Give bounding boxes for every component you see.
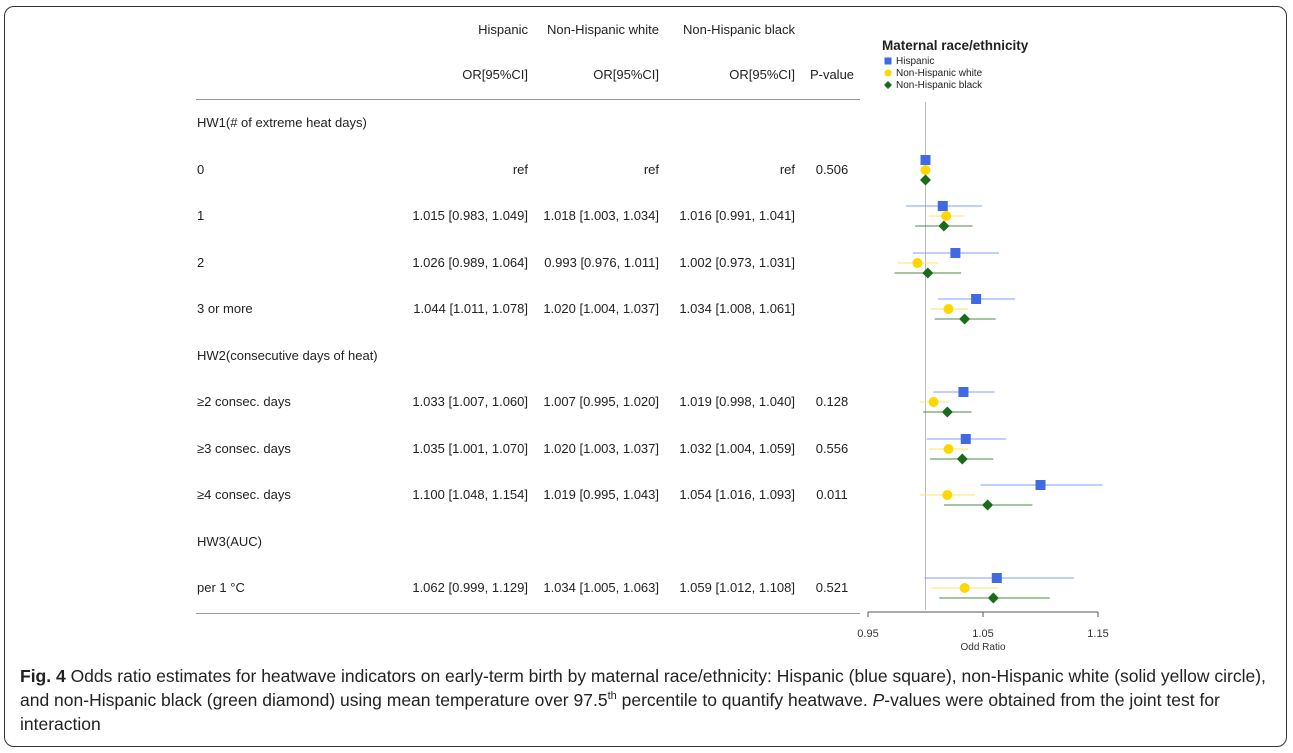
legend-item-0: Hispanic	[884, 56, 934, 68]
caption-text-2: percentile to quantify heatwave.	[616, 690, 873, 710]
row-8-pvalue: 0.011	[816, 487, 848, 502]
row-7-cell-1: 1.020 [1.003, 1.037]	[543, 441, 659, 456]
point-2-6	[982, 499, 994, 511]
row-label-9: HW3(AUC)	[197, 534, 262, 549]
row-label-4: 3 or more	[197, 301, 253, 316]
point-1-2	[912, 258, 923, 268]
point-0-5	[960, 434, 971, 444]
col-header-1: OR[95%CI]	[593, 67, 659, 82]
row-6-cell-2: 1.019 [0.998, 1.040]	[679, 394, 795, 409]
row-6-cell-0: 1.033 [1.007, 1.060]	[412, 394, 528, 409]
group-header-2: Non-Hispanic black	[683, 22, 795, 37]
header-rule	[196, 99, 860, 100]
row-label-3: 2	[197, 255, 205, 270]
row-1-pvalue: 0.506	[815, 162, 849, 177]
row-label-0: HW1(# of extreme heat days)	[197, 115, 367, 130]
row-1-cell-1: ref	[643, 162, 659, 177]
row-label-10: per 1 °C	[197, 580, 245, 595]
row-8-cell-1: 1.019 [0.995, 1.043]	[543, 487, 659, 502]
figure-caption: Fig. 4 Odds ratio estimates for heatwave…	[20, 664, 1270, 736]
x-tick-label-0: 0.95	[857, 628, 878, 640]
legend-item-2: Non-Hispanic black	[884, 80, 982, 92]
caption-fig-label: Fig. 4	[20, 666, 66, 686]
point-2-4	[941, 406, 953, 418]
row-8-cell-2: 1.054 [1.016, 1.093]	[679, 487, 795, 502]
group-header-1: Non-Hispanic white	[547, 22, 659, 37]
col-header-pvalue: P-value	[809, 67, 855, 82]
col-header-0: OR[95%CI]	[462, 67, 528, 82]
point-1-3	[943, 304, 954, 314]
row-4-cell-2: 1.034 [1.008, 1.061]	[679, 301, 795, 316]
row-8-cell-0: 1.100 [1.048, 1.154]	[412, 487, 528, 502]
forest-plot: 0.95 1.05 1.15 Odd Ratio	[857, 102, 1109, 653]
caption-italic: P	[872, 690, 885, 710]
point-0-6	[1035, 480, 1046, 490]
row-7-cell-0: 1.035 [1.001, 1.070]	[412, 441, 528, 456]
point-1-5	[943, 444, 954, 454]
legend-title: Maternal race/ethnicity	[882, 38, 1029, 53]
row-2-cell-1: 1.018 [1.003, 1.034]	[543, 208, 659, 223]
point-2-0	[920, 174, 931, 186]
row-6-pvalue: 0.128	[815, 394, 849, 409]
row-1-cell-2: ref	[779, 162, 795, 177]
point-1-6	[942, 490, 953, 500]
x-axis-label: Odd Ratio	[960, 642, 1005, 653]
row-label-1: 0	[197, 162, 205, 177]
row-1-cell-0: ref	[512, 162, 528, 177]
point-1-0	[920, 165, 931, 175]
row-label-2: 1	[197, 208, 205, 223]
legend-marker-diamond-icon	[884, 81, 892, 90]
col-header-2: OR[95%CI]	[729, 67, 795, 82]
point-0-2	[950, 248, 961, 258]
row-label-7: ≥3 consec. days	[197, 441, 291, 456]
point-2-7	[987, 592, 999, 604]
legend-label-2: Non-Hispanic black	[896, 80, 983, 91]
x-tick-label-1: 1.05	[972, 628, 993, 640]
point-1-7	[959, 583, 970, 593]
row-3-cell-1: 0.993 [0.976, 1.011]	[544, 255, 659, 270]
row-3-cell-0: 1.026 [0.989, 1.064]	[412, 255, 528, 270]
group-header-0: Hispanic	[478, 22, 528, 37]
point-1-4	[928, 397, 939, 407]
row-10-cell-2: 1.059 [1.012, 1.108]	[679, 580, 795, 595]
caption-text-1: Odds ratio estimates for heatwave indica…	[20, 666, 1266, 710]
point-0-4	[958, 387, 969, 397]
point-0-0	[920, 155, 931, 165]
row-label-8: ≥4 consec. days	[197, 487, 291, 502]
point-2-3	[959, 313, 971, 325]
point-2-2	[922, 267, 934, 279]
point-0-3	[971, 294, 982, 304]
row-10-pvalue: 0.521	[815, 580, 849, 595]
legend-marker-circle-icon	[884, 69, 892, 77]
point-0-1	[937, 201, 948, 211]
bottom-rule	[196, 613, 860, 614]
legend-item-1: Non-Hispanic white	[884, 68, 982, 80]
point-2-5	[956, 453, 968, 465]
legend-marker-square-icon	[884, 57, 892, 65]
row-10-cell-0: 1.062 [0.999, 1.129]	[412, 580, 528, 595]
point-2-1	[938, 220, 950, 232]
figure-frame	[4, 6, 1287, 747]
row-label-6: ≥2 consec. days	[197, 394, 291, 409]
point-1-1	[941, 211, 952, 221]
row-7-cell-2: 1.032 [1.004, 1.059]	[679, 441, 795, 456]
row-2-cell-2: 1.016 [0.991, 1.041]	[679, 208, 795, 223]
legend-label-1: Non-Hispanic white	[896, 68, 983, 79]
row-label-5: HW2(consecutive days of heat)	[197, 348, 378, 363]
row-10-cell-1: 1.034 [1.005, 1.063]	[543, 580, 659, 595]
legend-label-0: Hispanic	[896, 56, 935, 67]
row-3-cell-2: 1.002 [0.973, 1.031]	[679, 255, 795, 270]
row-4-cell-1: 1.020 [1.004, 1.037]	[543, 301, 659, 316]
caption-text-3: -values were obtained from the joint tes…	[20, 690, 1220, 734]
row-7-pvalue: 0.556	[815, 441, 849, 456]
row-6-cell-1: 1.007 [0.995, 1.020]	[543, 394, 659, 409]
row-2-cell-0: 1.015 [0.983, 1.049]	[412, 208, 528, 223]
point-0-7	[991, 573, 1002, 583]
row-4-cell-0: 1.044 [1.011, 1.078]	[413, 301, 528, 316]
caption-sup: th	[607, 690, 617, 703]
x-tick-label-2: 1.15	[1087, 628, 1108, 640]
